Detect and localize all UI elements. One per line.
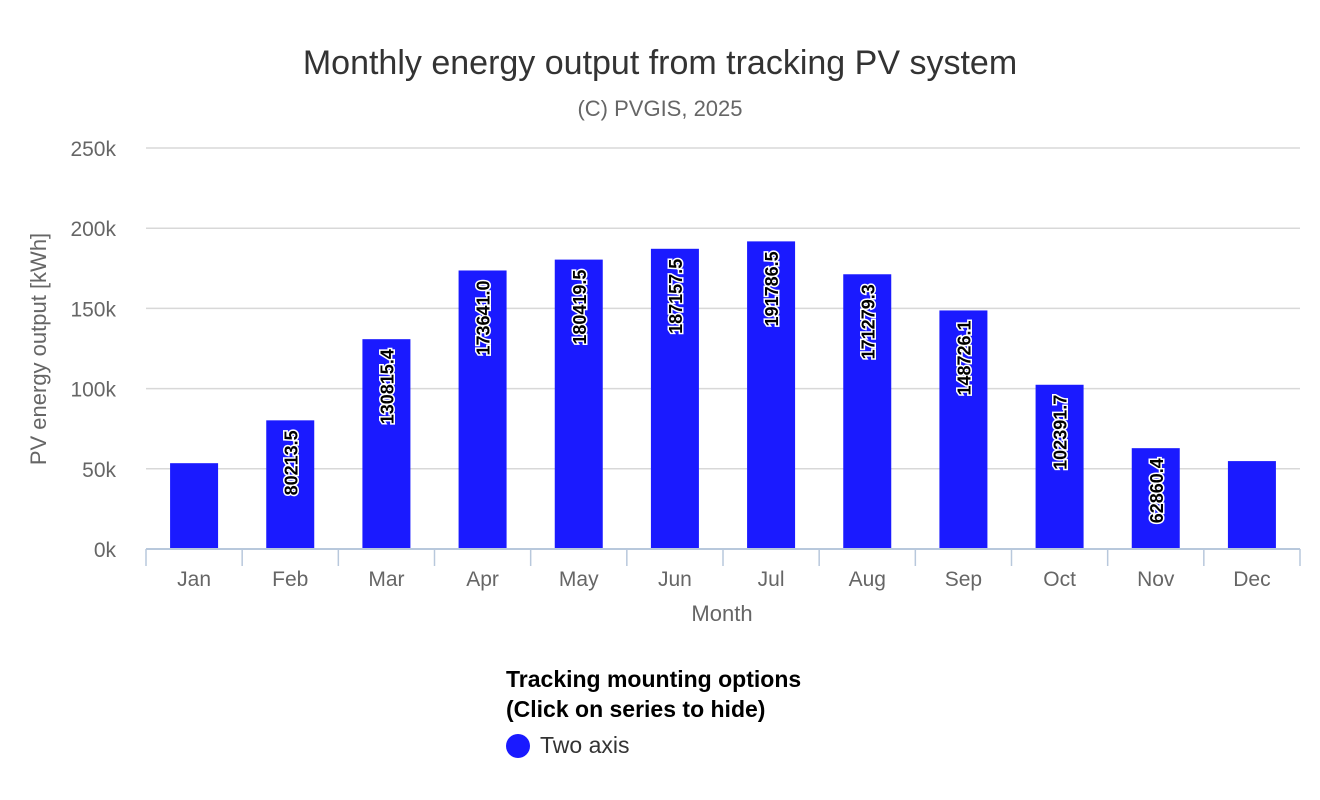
bar-aug[interactable] <box>843 274 892 549</box>
x-tick-label: Jun <box>658 568 692 591</box>
data-label: 148726.1 <box>954 320 974 395</box>
bar-feb[interactable] <box>266 420 315 549</box>
bar-mar[interactable] <box>362 339 411 549</box>
data-label: 130815.4 <box>377 349 397 424</box>
data-label: 180419.5 <box>570 270 590 345</box>
x-tick-label: Nov <box>1137 568 1175 591</box>
x-tick-label: May <box>559 568 599 591</box>
bar-jul[interactable] <box>747 241 796 549</box>
y-tick-label: 250k <box>70 138 116 161</box>
bar-oct[interactable] <box>1035 384 1084 549</box>
chart-subtitle: (C) PVGIS, 2025 <box>577 96 743 121</box>
legend-title-line1: Tracking mounting options <box>506 666 802 692</box>
x-tick-label: Jul <box>758 568 785 591</box>
x-axis: Jan Feb Mar Apr May Jun Jul Aug Sep Oct Nov Dec <box>145 548 1301 591</box>
bar-jun[interactable] <box>650 248 699 549</box>
legend-label: Two axis <box>540 732 630 758</box>
y-tick-label: 50k <box>82 459 116 482</box>
bar-nov[interactable] <box>1131 448 1180 549</box>
y-axis-label: PV energy output [kWh] <box>26 233 51 465</box>
y-tick-label: 0k <box>94 539 117 562</box>
data-label: 171279.3 <box>858 284 878 359</box>
data-label: 62860.4 <box>1147 458 1167 523</box>
x-tick-label: Feb <box>272 568 308 591</box>
x-tick-label: Oct <box>1043 568 1076 591</box>
x-tick-label: Aug <box>849 568 886 591</box>
x-tick-label: Jan <box>177 568 211 591</box>
y-tick-label: 100k <box>70 379 116 402</box>
grid-lines <box>146 147 1300 470</box>
data-label: 173641.0 <box>474 280 494 355</box>
y-axis-ticks: 0k 50k 100k 150k 200k 250k <box>70 138 116 562</box>
x-tick-label: Mar <box>368 568 404 591</box>
y-tick-label: 200k <box>70 218 116 241</box>
bar-series[interactable]: 80213.5 130815.4 173641.0 180419.5 187157.5 1… <box>170 241 1276 549</box>
chart-title: Monthly energy output from tracking PV s… <box>302 44 1018 82</box>
data-label: 102391.7 <box>1051 395 1071 470</box>
legend-item-two-axis[interactable]: Two axis <box>506 732 801 759</box>
y-tick-label: 150k <box>70 298 116 321</box>
bar-dec[interactable] <box>1227 461 1276 549</box>
data-label: 187157.5 <box>666 259 686 334</box>
bar-sep[interactable] <box>939 310 988 549</box>
legend-title-line2: (Click on series to hide) <box>506 696 766 722</box>
legend-swatch-icon <box>506 733 530 758</box>
data-label: 80213.5 <box>281 430 301 495</box>
bar-apr[interactable] <box>458 270 507 549</box>
bar-may[interactable] <box>554 259 603 549</box>
x-axis-label: Month <box>691 601 752 626</box>
bar-jan[interactable] <box>170 463 219 549</box>
x-tick-label: Apr <box>466 568 499 591</box>
legend: Tracking mounting options (Click on seri… <box>506 664 801 759</box>
x-tick-label: Dec <box>1233 568 1270 591</box>
data-label: 191786.5 <box>762 251 782 326</box>
x-tick-label: Sep <box>945 568 982 591</box>
